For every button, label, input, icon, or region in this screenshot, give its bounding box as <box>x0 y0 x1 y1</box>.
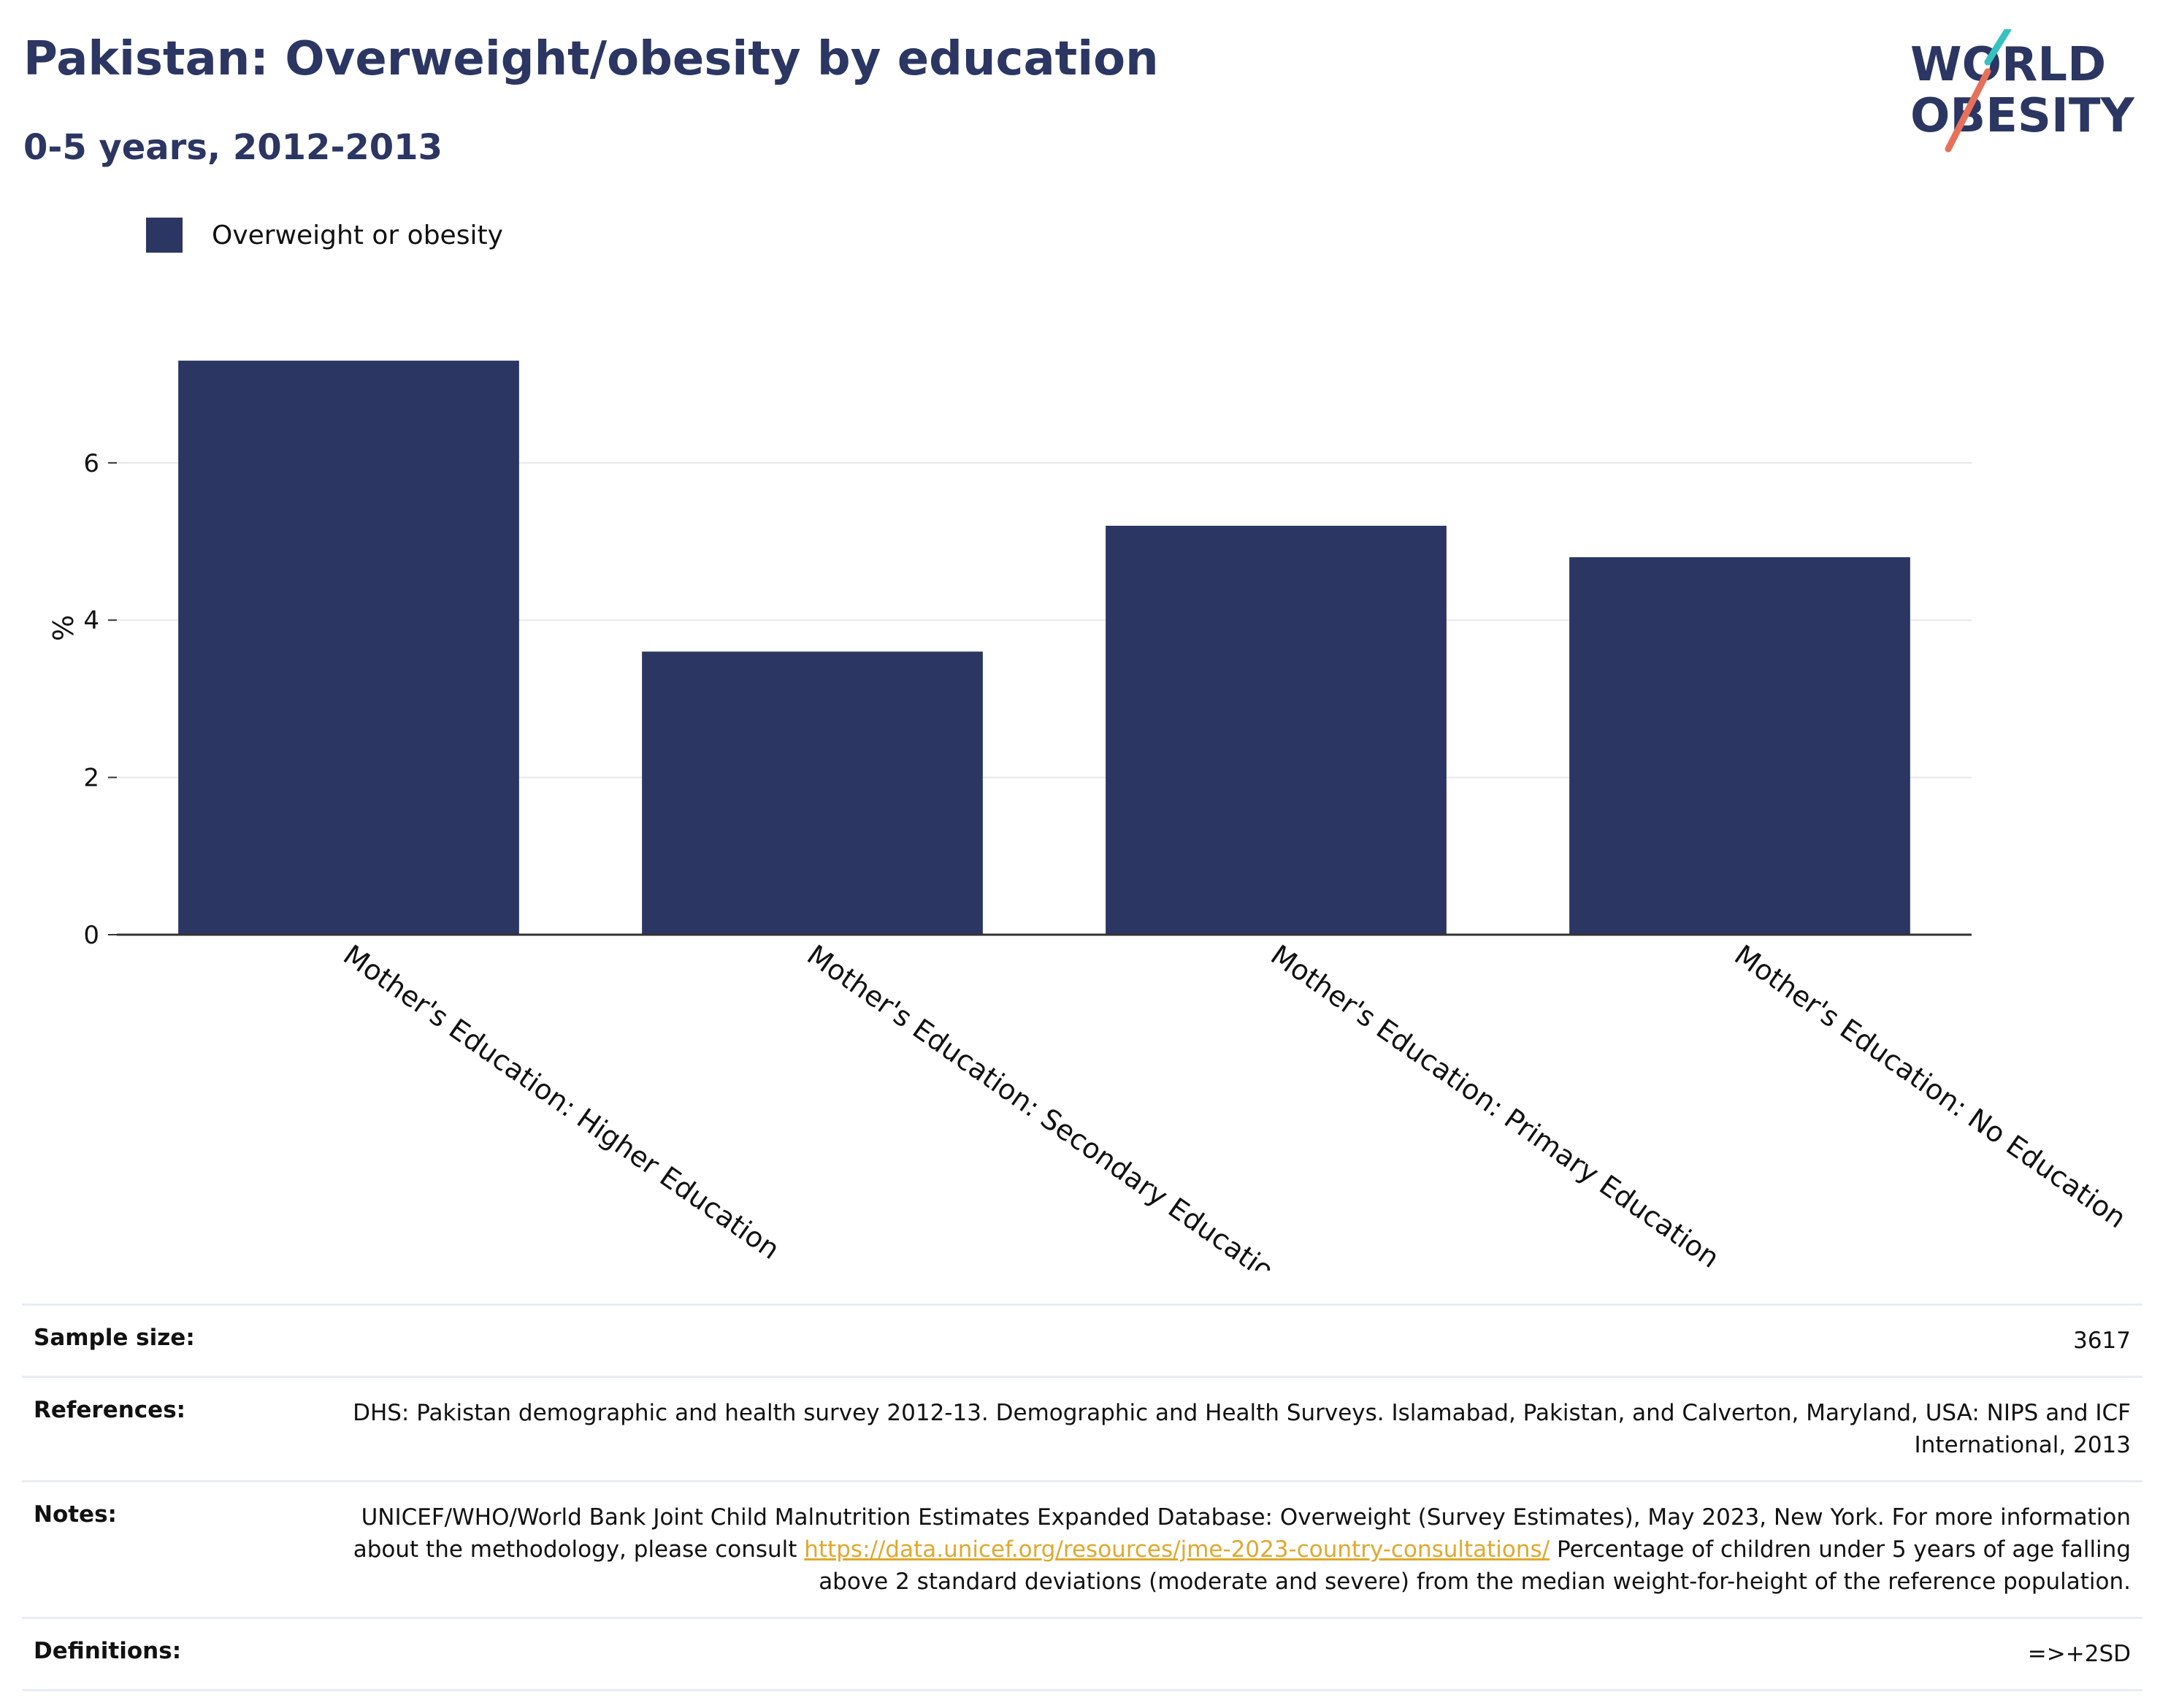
logo-slash-teal <box>1984 29 2012 66</box>
y-tick-label: 6 <box>83 449 99 478</box>
sample-size-label: Sample size: <box>34 1325 195 1351</box>
legend-label: Overweight or obesity <box>212 220 503 250</box>
logo-line2: OBESITY <box>1910 89 2134 143</box>
logo-line1: WORLD <box>1910 38 2106 92</box>
logo-slash-coral <box>1945 68 1991 153</box>
y-tick-label: 0 <box>83 921 99 950</box>
references-label: References: <box>34 1397 186 1423</box>
bar <box>642 651 983 935</box>
y-tick-label: 4 <box>83 606 99 635</box>
x-tick-label: Mother's Education: Primary Education <box>1265 938 1725 1271</box>
chart-subtitle: 0-5 years, 2012-2013 <box>23 127 443 168</box>
chart-legend: Overweight or obesity <box>146 218 503 253</box>
x-tick-label: Mother's Education: Secondary Education <box>801 938 1294 1271</box>
bar <box>178 360 519 935</box>
y-tick-label: 2 <box>83 764 99 793</box>
bar <box>1569 557 1910 935</box>
info-table: Sample size: 3617 References: DHS: Pakis… <box>22 1303 2142 1691</box>
notes-label: Notes: <box>34 1501 117 1528</box>
notes-text-after: Percentage of children under 5 years of … <box>819 1536 2131 1595</box>
legend-swatch <box>146 218 183 253</box>
x-tick-label: Mother's Education: No Education <box>1728 938 2132 1234</box>
chart-title: Pakistan: Overweight/obesity by educatio… <box>23 32 1159 86</box>
sample-size-value: 3617 <box>2073 1328 2131 1354</box>
notes-text-before: UNICEF/WHO/World Bank Joint Child Malnut… <box>353 1504 2131 1563</box>
bar-chart: 0 2 4 6% Mother's Education: Higher Educatio… <box>46 360 2132 1271</box>
definitions-label: Definitions: <box>34 1638 182 1664</box>
notes-row: Notes: UNICEF/WHO/World Bank Joint Child… <box>22 1480 2142 1617</box>
notes-link[interactable]: https://data.unicef.org/resources/jme-20… <box>804 1536 1550 1563</box>
world-obesity-logo: WORLD OBESITY <box>1910 29 2134 153</box>
x-tick-label: Mother's Education: Higher Education <box>337 938 785 1265</box>
references-value: DHS: Pakistan demographic and health sur… <box>353 1400 2131 1458</box>
definitions-row: Definitions: =>+2SD <box>22 1617 2142 1691</box>
notes-value: UNICEF/WHO/World Bank Joint Child Malnut… <box>340 1501 2131 1598</box>
sample-size-row: Sample size: 3617 <box>22 1303 2142 1376</box>
y-axis-title: % <box>46 615 78 641</box>
bar <box>1106 526 1447 935</box>
definitions-value: =>+2SD <box>2027 1641 2131 1667</box>
references-row: References: DHS: Pakistan demographic an… <box>22 1376 2142 1480</box>
